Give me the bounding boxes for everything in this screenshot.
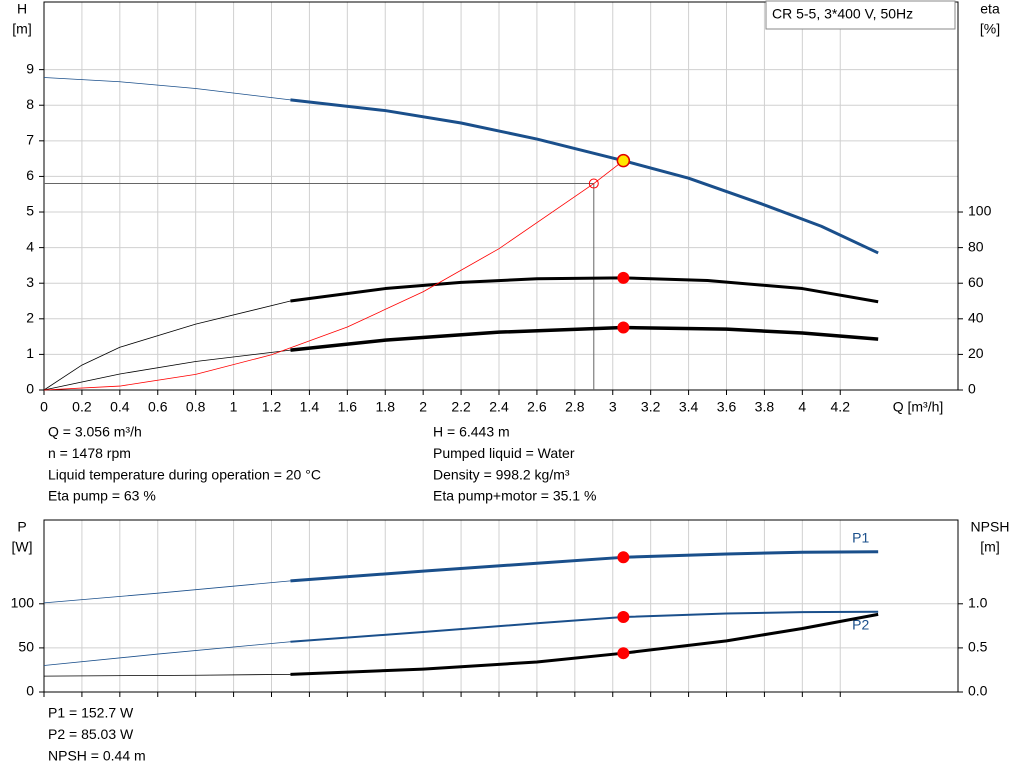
x-tick-label: 0.4 (110, 399, 130, 415)
duty-point (617, 610, 630, 623)
y-tick-label: 9 (26, 60, 34, 76)
y2-tick-label: 80 (968, 238, 984, 254)
y-tick-label: 4 (26, 238, 34, 254)
x-tick-label: 0 (40, 399, 48, 415)
y2-label: NPSH (971, 519, 1010, 535)
y-label: [m] (12, 21, 31, 37)
series-line (43, 160, 624, 391)
y2-tick-label: 40 (968, 310, 984, 326)
y-tick-label: 100 (11, 594, 35, 610)
y-tick-label: 6 (26, 167, 34, 183)
x-tick-label: 2.4 (489, 399, 509, 415)
x-tick-label: 2.8 (565, 399, 585, 415)
y-tick-label: 5 (26, 203, 34, 219)
y-label: P (17, 519, 26, 535)
readout-line: Q = 3.056 m³/h (48, 424, 142, 440)
readout-line: n = 1478 rpm (48, 445, 131, 461)
x-tick-label: 3.2 (641, 399, 661, 415)
readout-line: Eta pump = 63 % (48, 488, 156, 504)
x-tick-label: 1.4 (300, 399, 320, 415)
y2-tick-label: 60 (968, 274, 984, 290)
duty-point (617, 551, 630, 564)
duty-point (617, 321, 630, 334)
x-tick-label: 2.2 (451, 399, 471, 415)
x-tick-label: 3.4 (679, 399, 699, 415)
y2-tick-label: 0.5 (968, 639, 988, 655)
chart-title: CR 5-5, 3*400 V, 50Hz (772, 6, 913, 22)
y-tick-label: 1 (26, 345, 34, 361)
series-line (290, 325, 879, 352)
y-tick-label: 0 (26, 381, 34, 397)
y2-tick-label: 1.0 (968, 594, 988, 610)
readout-line: Liquid temperature during operation = 20… (48, 466, 321, 482)
y-label: H (17, 1, 27, 17)
y2-label: [%] (980, 21, 1000, 37)
x-tick-label: 0.8 (186, 399, 206, 415)
series-line (43, 77, 291, 101)
series-line (43, 300, 291, 391)
readout-line: Density = 998.2 kg/m³ (433, 466, 570, 482)
x-tick-label: 3 (609, 399, 617, 415)
series-line (43, 349, 291, 391)
y-label: [W] (12, 539, 33, 555)
plot-frame (43, 1, 959, 391)
x-tick-label: 3.8 (755, 399, 775, 415)
y-tick-label: 0 (26, 683, 34, 699)
x-tick-label: 2.6 (527, 399, 547, 415)
x-tick-label: 3.6 (717, 399, 737, 415)
readout-line: P2 = 85.03 W (48, 726, 134, 742)
y2-label: eta (980, 1, 1000, 17)
y2-tick-label: 0.0 (968, 683, 988, 699)
x-tick-label: 0.2 (72, 399, 92, 415)
series-line (43, 673, 291, 677)
readout-line: H = 6.443 m (433, 424, 510, 440)
readout-line: Eta pump+motor = 35.1 % (433, 488, 596, 504)
series-line (290, 612, 879, 676)
series-line (43, 641, 291, 666)
series-line (290, 276, 879, 304)
plot-frame (43, 519, 959, 693)
x-tick-label: 0.6 (148, 399, 168, 415)
series-label: P1 (852, 529, 869, 545)
readout-line: Pumped liquid = Water (433, 445, 575, 461)
readout-line: P1 = 152.7 W (48, 705, 134, 721)
readout-line: NPSH = 0.44 m (48, 747, 146, 763)
y-tick-label: 50 (18, 639, 34, 655)
x-label: Q [m³/h] (893, 399, 944, 415)
y-tick-label: 3 (26, 274, 34, 290)
x-tick-label: 4 (798, 399, 806, 415)
reference-marker (588, 178, 599, 189)
duty-point (617, 647, 630, 660)
y2-tick-label: 0 (968, 381, 976, 397)
series-label: P2 (852, 616, 869, 632)
y2-tick-label: 100 (968, 203, 992, 219)
series-line (43, 580, 291, 604)
y2-label: [m] (980, 539, 999, 555)
series-line (290, 550, 879, 583)
x-tick-label: 4.2 (831, 399, 851, 415)
x-tick-label: 1 (230, 399, 238, 415)
y-tick-label: 2 (26, 310, 34, 326)
y-tick-label: 8 (26, 96, 34, 112)
x-tick-label: 1.2 (262, 399, 282, 415)
x-tick-label: 1.8 (376, 399, 396, 415)
y-tick-label: 7 (26, 132, 34, 148)
duty-point (617, 271, 630, 284)
y2-tick-label: 20 (968, 345, 984, 361)
x-tick-label: 1.6 (338, 399, 358, 415)
x-tick-label: 2 (419, 399, 427, 415)
series-line (290, 610, 879, 643)
title-box (765, 0, 956, 30)
duty-point (616, 153, 631, 168)
